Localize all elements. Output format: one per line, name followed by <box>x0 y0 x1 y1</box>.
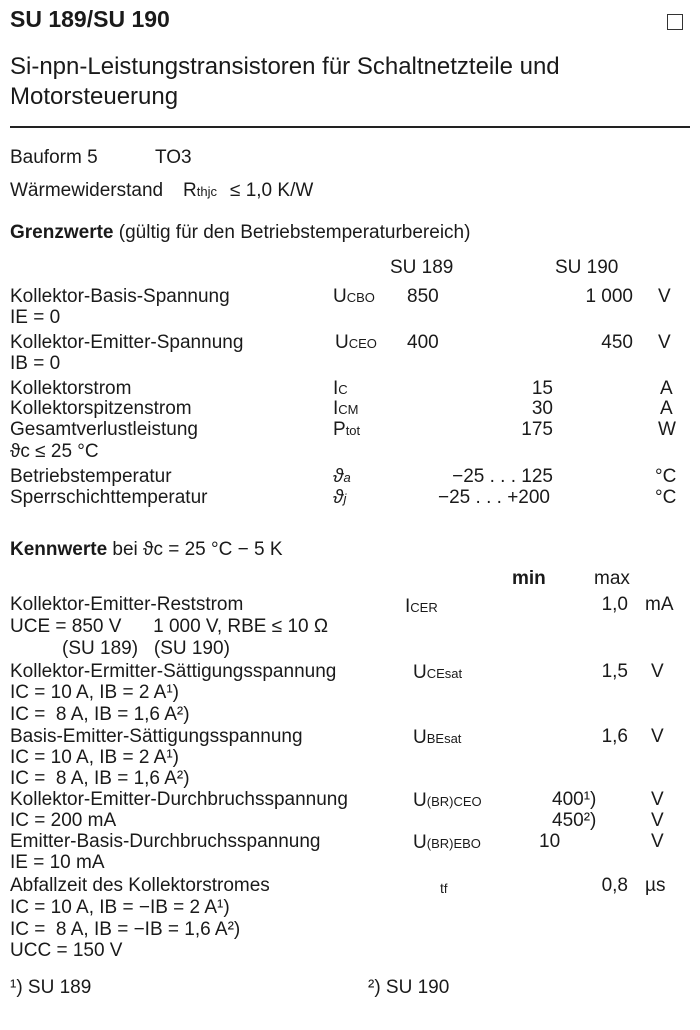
row-label: Gesamtverlustleistung <box>10 419 198 440</box>
col-su189: SU 189 <box>390 257 454 278</box>
row-label: Basis-Emitter-Sättigungsspannung <box>10 726 303 747</box>
waerme-label: Wärmewiderstand <box>10 180 164 201</box>
value-max: 1,0 <box>601 594 628 615</box>
value-su189: 850 <box>407 286 439 307</box>
row-label: Emitter-Basis-Durchbruchsspannung <box>10 831 321 852</box>
unit: V <box>651 810 664 831</box>
value: 175 <box>521 419 553 440</box>
row-symbol: U(BR)EBO <box>413 832 481 853</box>
row-label: Kollektor-Ermitter-Sättigungsspannung <box>10 661 337 682</box>
condition: IE = 10 mA <box>10 852 105 873</box>
unit: °C <box>655 487 677 508</box>
checkbox-icon <box>667 14 683 30</box>
condition: ϑc ≤ 25 °C <box>10 441 99 462</box>
row-symbol: UCEO <box>335 332 377 353</box>
condition: IC = 10 A, IB = 2 A¹) <box>10 682 179 703</box>
row-symbol: IC <box>333 378 348 399</box>
grenzwerte-heading: Grenzwerte (gültig für den Betriebstempe… <box>10 222 471 243</box>
col-su190: SU 190 <box>555 257 619 278</box>
unit: V <box>651 726 664 747</box>
unit: A <box>660 398 673 419</box>
value-su190: 450 <box>601 332 633 353</box>
divider <box>10 126 690 128</box>
row-symbol: U(BR)CEO <box>413 790 482 811</box>
unit: V <box>658 332 671 353</box>
condition: IC = 8 A, IB = −IB = 1,6 A²) <box>10 919 241 940</box>
condition: IE = 0 <box>10 307 61 328</box>
bauform-value: TO3 <box>155 147 192 168</box>
unit: V <box>658 286 671 307</box>
unit: °C <box>655 466 677 487</box>
subtitle-line-2: Motorsteuerung <box>10 83 179 110</box>
condition: UCE = 850 V 1 000 V, RBE ≤ 10 Ω <box>10 616 329 637</box>
row-symbol: ICM <box>333 398 359 419</box>
condition: IB = 0 <box>10 353 61 374</box>
condition: IC = 8 A, IB = 1,6 A²) <box>10 704 190 725</box>
value: −25 . . . +200 <box>438 487 550 508</box>
value-su189: 400 <box>407 332 439 353</box>
row-symbol: ICER <box>405 596 438 617</box>
row-label: Betriebstemperatur <box>10 466 172 487</box>
row-symbol: tf <box>440 880 448 896</box>
unit: A <box>660 378 673 399</box>
row-symbol: UBEsat <box>413 727 462 748</box>
row-label: Kollektor-Basis-Spannung <box>10 286 230 307</box>
row-label: Kollektor-Emitter-Spannung <box>10 332 244 353</box>
waerme-value: ≤ 1,0 K/W <box>230 180 314 201</box>
value-max: 1,6 <box>601 726 628 747</box>
row-label: Sperrschichttemperatur <box>10 487 208 508</box>
kennwerte-heading: Kennwerte bei ϑc = 25 °C − 5 K <box>10 539 283 560</box>
value: −25 . . . 125 <box>452 466 553 487</box>
unit: V <box>651 831 664 852</box>
unit: W <box>658 419 676 440</box>
page-title: SU 189/SU 190 <box>10 6 170 32</box>
row-symbol: ϑa <box>333 466 351 487</box>
unit: µs <box>645 875 666 896</box>
unit: mA <box>645 594 674 615</box>
value: 30 <box>531 398 553 419</box>
row-symbol: ϑj <box>333 487 347 508</box>
value-max: 1,5 <box>601 661 628 682</box>
condition: (SU 189) (SU 190) <box>62 638 230 659</box>
row-label: Kollektorspitzenstrom <box>10 398 192 419</box>
row-symbol: UCEsat <box>413 662 463 683</box>
condition: IC = 200 mA <box>10 810 117 831</box>
row-label: Abfallzeit des Kollektorstromes <box>10 875 270 896</box>
row-label: Kollektor-Emitter-Durchbruchsspannung <box>10 789 348 810</box>
value-min: 400¹) <box>552 789 597 810</box>
row-symbol: UCBO <box>333 286 375 307</box>
waerme-symbol: Rthjc <box>183 180 217 201</box>
footnote-1: ¹) SU 189 <box>10 977 92 998</box>
col-min: min <box>512 568 546 589</box>
condition: IC = 10 A, IB = 2 A¹) <box>10 747 179 768</box>
value-min: 450²) <box>552 810 597 831</box>
condition: IC = 10 A, IB = −IB = 2 A¹) <box>10 897 230 918</box>
value: 15 <box>531 378 553 399</box>
unit: V <box>651 661 664 682</box>
value-max: 0,8 <box>601 875 628 896</box>
bauform-label: Bauform 5 <box>10 147 98 168</box>
col-max: max <box>594 568 630 589</box>
value-su190: 1 000 <box>585 286 633 307</box>
row-symbol: Ptot <box>333 419 361 440</box>
value-min: 10 <box>539 831 561 852</box>
condition: UCC = 150 V <box>10 940 123 961</box>
condition: IC = 8 A, IB = 1,6 A²) <box>10 768 190 789</box>
footnote-2: ²) SU 190 <box>368 977 450 998</box>
subtitle-line-1: Si-npn-Leistungstransistoren für Schaltn… <box>10 53 560 80</box>
row-label: Kollektor-Emitter-Reststrom <box>10 594 244 615</box>
unit: V <box>651 789 664 810</box>
row-label: Kollektorstrom <box>10 378 132 399</box>
